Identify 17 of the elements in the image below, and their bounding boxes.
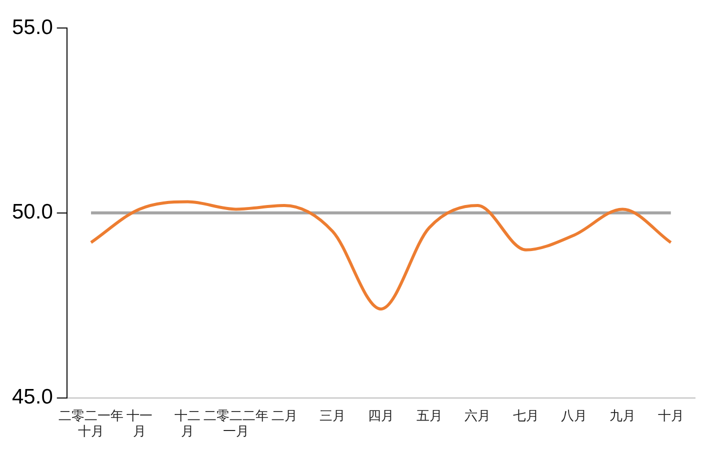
x-tick-label: 二零二一年十月	[58, 408, 124, 440]
line-series	[90, 200, 672, 311]
x-tick-label: 三月	[320, 408, 346, 424]
x-tick-label: 八月	[561, 408, 588, 424]
y-tick-label: 45.0	[12, 386, 53, 409]
x-tick-label: 二月	[271, 408, 298, 424]
x-tick-label: 十二月	[174, 408, 201, 440]
x-tick-label: 十月	[658, 408, 684, 424]
x-tick-label: 十一月	[126, 408, 152, 440]
y-tick-label: 50.0	[12, 200, 53, 224]
x-tick-label: 七月	[512, 408, 539, 424]
x-tick-label: 五月	[416, 408, 442, 424]
x-tick-label: 四月	[368, 408, 394, 424]
x-tick-label: 二零二二年一月	[203, 408, 268, 440]
x-tick-label: 六月	[464, 408, 491, 424]
x-tick-label: 九月	[610, 408, 636, 424]
y-tick-label: 55.0	[12, 16, 53, 39]
